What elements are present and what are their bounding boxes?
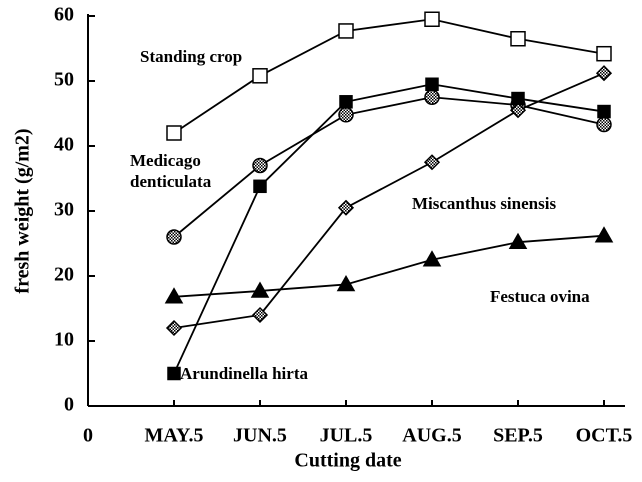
series-annotation: Arundinella hirta	[180, 364, 308, 383]
y-tick-label: 60	[54, 4, 74, 26]
marker	[167, 366, 181, 381]
marker	[595, 65, 613, 82]
marker	[337, 199, 355, 216]
marker	[510, 31, 526, 47]
x-tick-label: JUL.5	[320, 425, 373, 447]
x-tick-label: AUG.5	[402, 425, 461, 447]
marker	[509, 102, 527, 119]
x-origin-label: 0	[83, 425, 93, 447]
y-tick-label: 0	[64, 394, 74, 416]
marker	[165, 319, 183, 337]
series-line	[173, 83, 605, 374]
series-line	[173, 96, 605, 238]
x-axis-label: Cutting date	[294, 450, 401, 472]
y-axis-label: fresh weight (g/m2)	[12, 128, 34, 293]
y-tick-label: 40	[54, 134, 74, 156]
marker	[164, 287, 184, 304]
series-line	[173, 72, 605, 329]
series-annotation: Medicago denticulata	[130, 151, 212, 191]
marker	[597, 104, 611, 119]
marker	[596, 45, 612, 62]
marker	[424, 11, 440, 27]
series-annotation: Miscanthus sinensis	[412, 194, 557, 213]
series-annotation: Festuca ovina	[490, 287, 590, 306]
marker	[422, 250, 442, 267]
series-line	[173, 18, 605, 134]
y-tick-label: 50	[54, 69, 74, 91]
marker	[508, 232, 528, 249]
marker	[166, 229, 182, 245]
marker	[596, 116, 612, 133]
marker	[594, 226, 614, 243]
x-tick-label: MAY.5	[144, 425, 203, 447]
marker	[338, 107, 354, 123]
marker	[166, 125, 182, 141]
x-tick-label: OCT.5	[576, 425, 633, 447]
marker	[252, 68, 268, 84]
x-tick-label: JUN.5	[233, 425, 287, 447]
y-tick-label: 20	[54, 264, 74, 286]
y-tick-label: 30	[54, 199, 74, 221]
marker	[252, 157, 268, 174]
marker	[339, 95, 353, 109]
marker	[338, 23, 354, 39]
x-tick-label: SEP.5	[493, 425, 543, 447]
marker	[251, 306, 269, 324]
marker	[424, 89, 440, 105]
marker	[423, 154, 441, 171]
marker	[425, 77, 439, 91]
marker	[336, 274, 356, 292]
y-tick-label: 10	[54, 329, 74, 351]
series-line	[173, 234, 605, 298]
series-annotation: Standing crop	[140, 47, 243, 66]
marker	[253, 179, 267, 194]
marker	[250, 281, 270, 298]
